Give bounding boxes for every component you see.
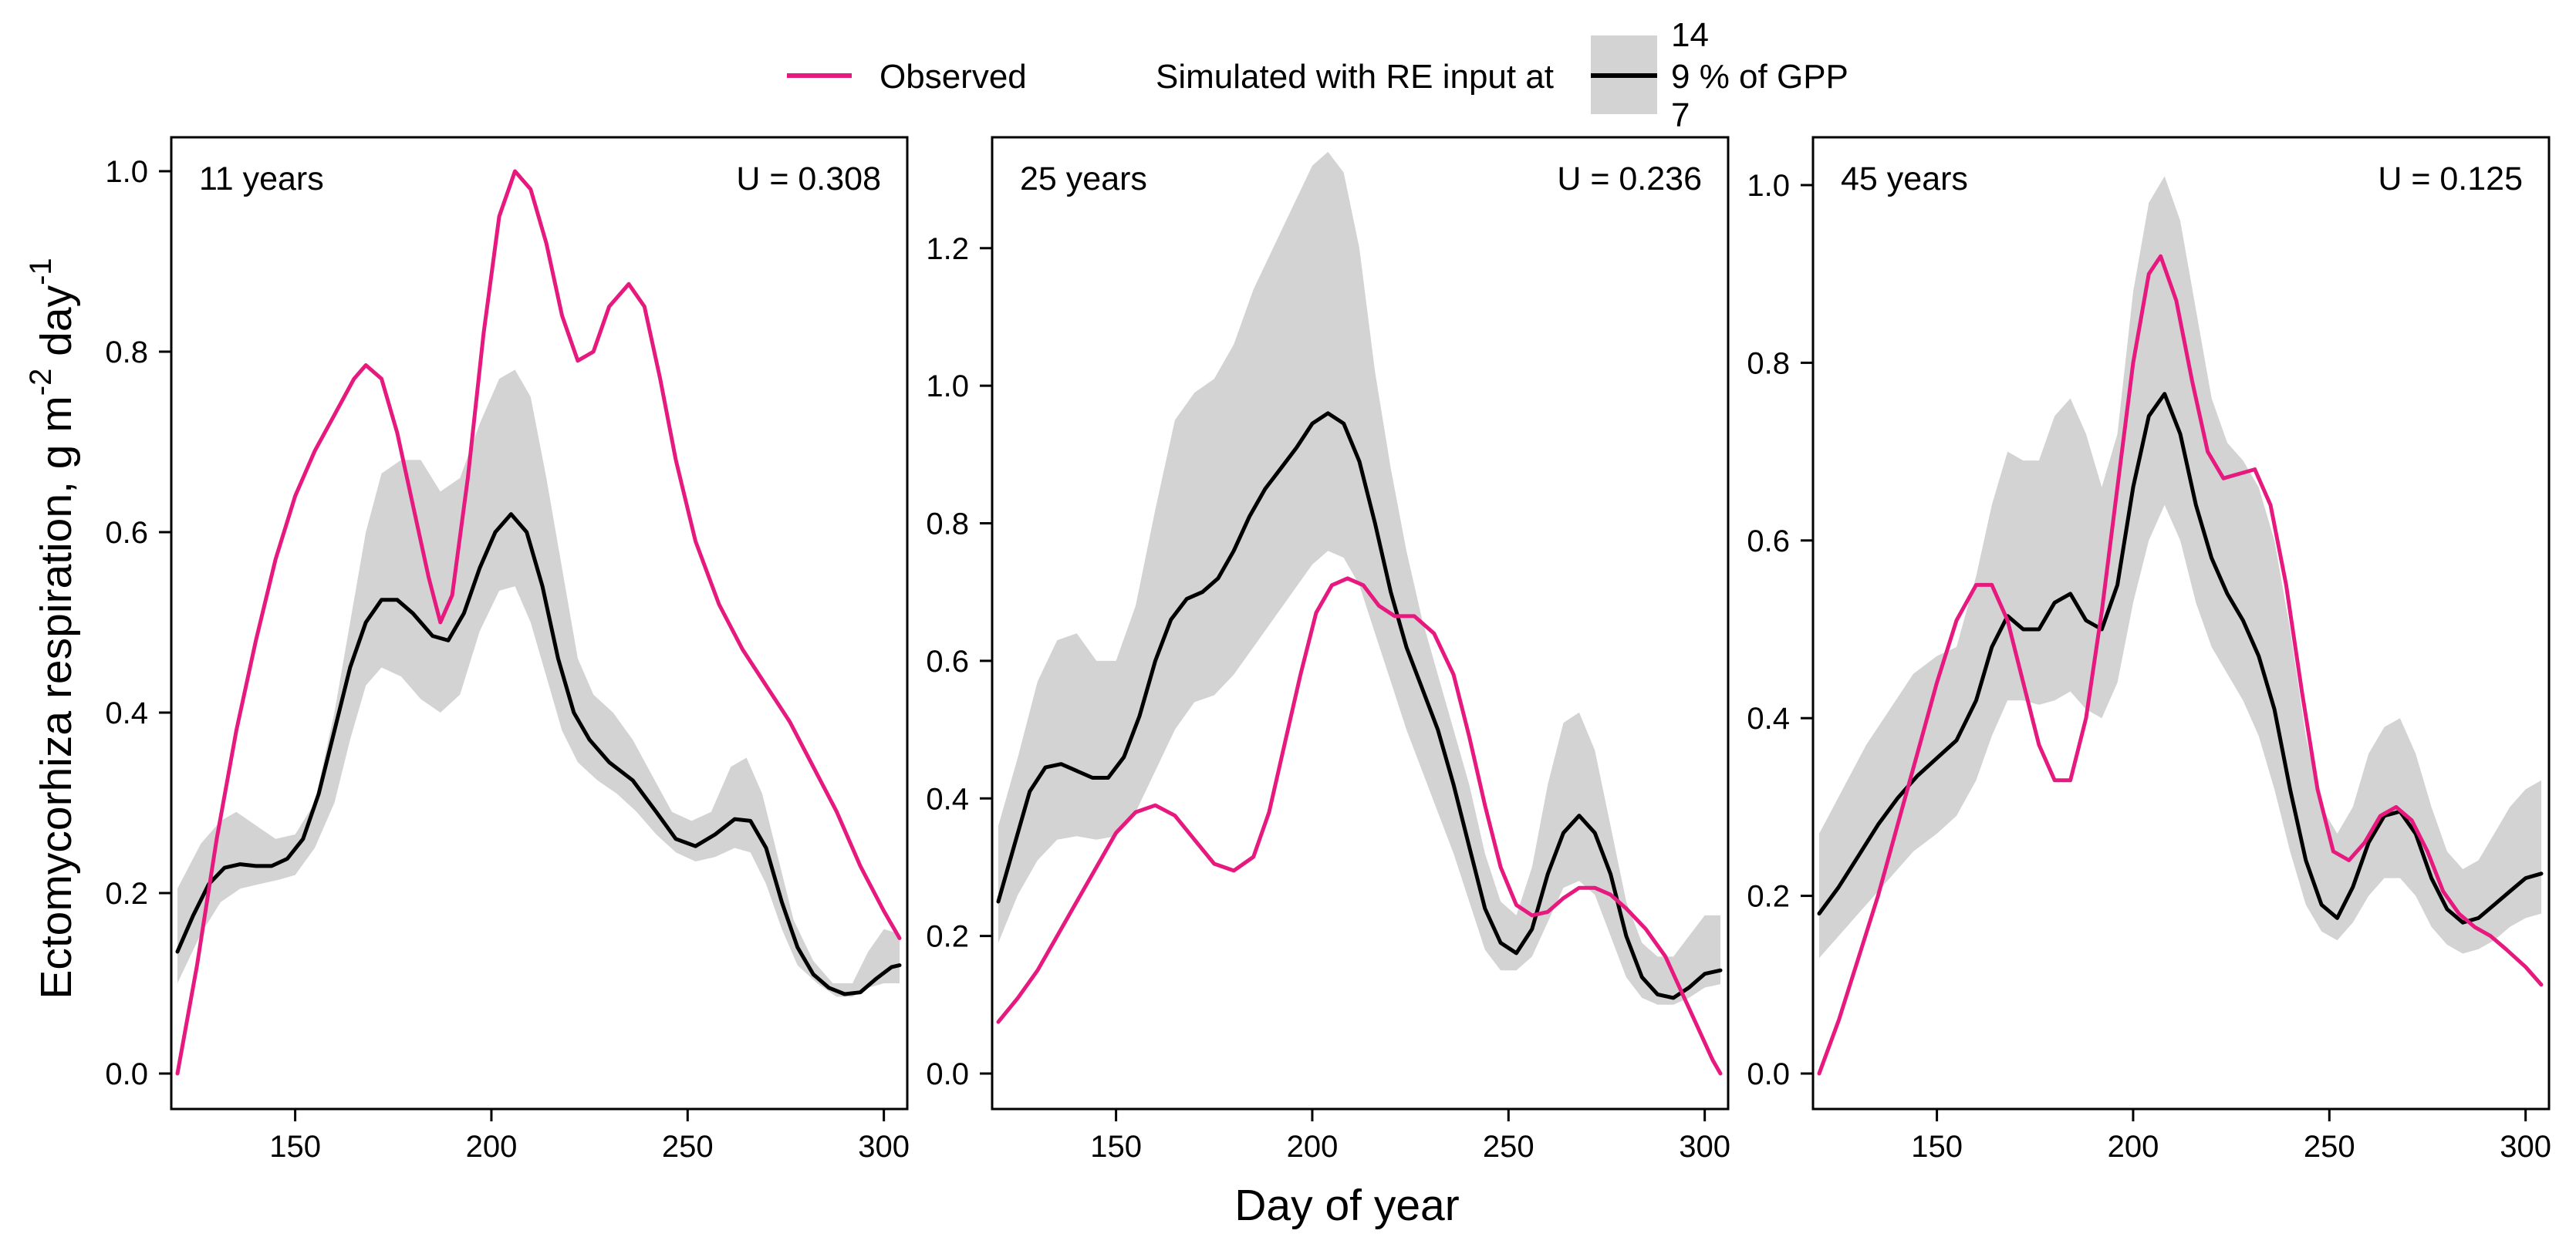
panel-2-uncertainty-band <box>998 151 1720 1005</box>
panel-45-years: 150 200 250 300 0.0 0.2 0.4 0.6 0.8 1.0 45 years… <box>1747 136 2551 1164</box>
panel-2-xtick-label: 150 <box>1090 1130 1142 1164</box>
panel-1-band-layer <box>177 369 900 997</box>
panel-2-ytick-label: 1.0 <box>926 369 969 403</box>
panel-1-ytick-label: 0.0 <box>105 1057 148 1091</box>
panel-1-xtick-label: 150 <box>269 1130 321 1164</box>
panel-1-yticks: 0.0 0.2 0.4 0.6 0.8 1.0 <box>105 155 171 1091</box>
legend-band-lower-label: 7 <box>1671 96 1690 134</box>
panel-3-u-stat: U = 0.125 <box>2378 160 2523 197</box>
legend-observed-label: Observed <box>879 58 1027 96</box>
panel-2-ytick-label: 0.0 <box>926 1057 969 1091</box>
panel-3-frame <box>1811 136 2551 1111</box>
panel-2-band-layer <box>998 151 1720 1005</box>
panel-1-xtick-label: 300 <box>858 1130 910 1164</box>
panel-3-obs-layer <box>1817 254 2544 1076</box>
panel-1-age-label: 11 years <box>199 160 324 197</box>
panel-3-ytick-label: 0.0 <box>1747 1057 1790 1091</box>
panel-1-xticks: 150 200 250 300 <box>269 1109 910 1164</box>
legend-band-middle-label: 9 % of GPP <box>1671 58 1848 96</box>
panel-3-observed-line <box>1817 254 2544 1076</box>
panel-1-simulated-line <box>175 512 902 996</box>
panel-2-xtick-label: 200 <box>1287 1130 1339 1164</box>
panel-1-obs-layer <box>175 169 902 1076</box>
y-axis-title-exp2: -1 <box>24 258 58 285</box>
panel-3-xtick-label: 150 <box>1911 1130 1963 1164</box>
panel-2-ytick-label: 0.2 <box>926 920 969 954</box>
panel-1-ytick-label: 1.0 <box>105 155 148 189</box>
panel-3-ytick-label: 1.0 <box>1747 169 1790 203</box>
panel-1-u-stat: U = 0.308 <box>736 160 881 197</box>
panel-1-xtick-label: 250 <box>662 1130 714 1164</box>
panel-2-sim-layer <box>996 411 1723 1000</box>
panel-3-xticks: 150 200 250 300 <box>1911 1109 2551 1164</box>
panel-1-uncertainty-band <box>177 369 900 997</box>
panel-25-years: 150 200 250 300 0.0 0.2 0.4 0.6 0.8 1.0 1.2 25 ye… <box>926 136 1730 1164</box>
panel-1-observed-line <box>175 169 902 1076</box>
panel-2-age-label: 25 years <box>1020 160 1147 197</box>
panel-11-years: 150 200 250 300 0.0 0.2 0.4 0.6 0.8 1.0 11 years… <box>105 136 910 1164</box>
panel-3-ytick-label: 0.2 <box>1747 880 1790 914</box>
panel-3-uncertainty-band <box>1819 176 2541 959</box>
panel-1-ytick-label: 0.2 <box>105 877 148 911</box>
panel-2-xtick-label: 300 <box>1679 1130 1730 1164</box>
panel-2-observed-line <box>996 576 1723 1076</box>
panel-2-frame <box>991 136 1730 1111</box>
panel-1-ytick-label: 0.8 <box>105 335 148 369</box>
panel-1-frame <box>170 136 909 1111</box>
panel-2-xtick-label: 250 <box>1483 1130 1534 1164</box>
panel-3-band-layer <box>1819 176 2541 959</box>
panel-1-ytick-label: 0.4 <box>105 696 148 730</box>
panel-2-yticks: 0.0 0.2 0.4 0.6 0.8 1.0 1.2 <box>926 232 992 1091</box>
panel-3-simulated-line <box>1817 392 2544 925</box>
panel-2-ytick-label: 1.2 <box>926 232 969 266</box>
panel-2-simulated-line <box>996 411 1723 1000</box>
legend-simulated-label: Simulated with RE input at <box>1156 58 1554 96</box>
panel-3-xtick-label: 250 <box>2304 1130 2355 1164</box>
panel-1-xtick-label: 200 <box>466 1130 518 1164</box>
y-axis-title-day: day <box>32 285 81 368</box>
panel-2-ytick-label: 0.8 <box>926 507 969 541</box>
panel-3-sim-layer <box>1817 392 2544 925</box>
panel-3-xtick-label: 200 <box>2108 1130 2159 1164</box>
legend: Observed Simulated with RE input at 14 9… <box>787 16 1848 134</box>
panel-3-ytick-label: 0.4 <box>1747 702 1790 736</box>
panel-2-u-stat: U = 0.236 <box>1557 160 1702 197</box>
panel-2-ytick-label: 0.6 <box>926 645 969 679</box>
panel-2-ytick-label: 0.4 <box>926 782 969 816</box>
x-axis-title: Day of year <box>1234 1181 1459 1230</box>
panel-1-ytick-label: 0.6 <box>105 516 148 550</box>
y-axis-title-main: Ectomycorhiza respiration, g m <box>32 396 81 999</box>
panel-2-xticks: 150 200 250 300 <box>1090 1109 1730 1164</box>
panel-3-yticks: 0.0 0.2 0.4 0.6 0.8 1.0 <box>1747 169 1813 1091</box>
y-axis-title: Ectomycorhiza respiration, g m-2 day-1 <box>24 258 81 999</box>
panel-3-age-label: 45 years <box>1841 160 1968 197</box>
panel-1-sim-layer <box>175 512 902 996</box>
panel-2-obs-layer <box>996 576 1723 1076</box>
panel-3-xtick-label: 300 <box>2500 1130 2551 1164</box>
panel-3-ytick-label: 0.8 <box>1747 346 1790 380</box>
panel-3-ytick-label: 0.6 <box>1747 524 1790 558</box>
y-axis-title-exp1: -2 <box>24 369 58 396</box>
legend-band-upper-label: 14 <box>1671 16 1709 54</box>
